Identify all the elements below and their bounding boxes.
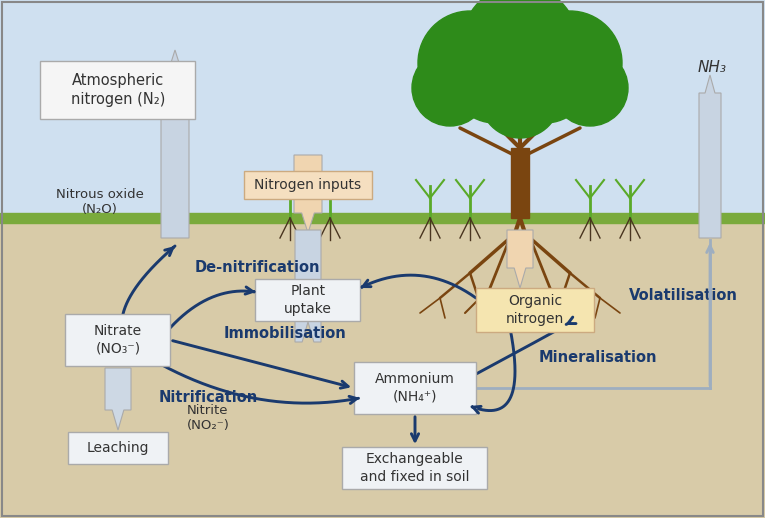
Circle shape <box>480 58 560 138</box>
FancyBboxPatch shape <box>68 432 168 464</box>
Circle shape <box>518 11 622 115</box>
FancyBboxPatch shape <box>66 314 171 366</box>
FancyBboxPatch shape <box>256 279 360 321</box>
Text: Plant
uptake: Plant uptake <box>284 284 332 315</box>
FancyBboxPatch shape <box>343 447 487 489</box>
Text: Nitrite
(NO₂⁻): Nitrite (NO₂⁻) <box>187 404 230 432</box>
Polygon shape <box>294 155 322 233</box>
Text: Exchangeable
and fixed in soil: Exchangeable and fixed in soil <box>360 452 470 484</box>
Polygon shape <box>105 368 131 430</box>
Text: Ammonium
(NH₄⁺): Ammonium (NH₄⁺) <box>375 372 455 404</box>
FancyBboxPatch shape <box>41 61 196 119</box>
Polygon shape <box>699 75 721 238</box>
Circle shape <box>412 50 488 126</box>
Circle shape <box>462 0 578 101</box>
FancyBboxPatch shape <box>354 362 476 414</box>
Text: De-nitrification: De-nitrification <box>195 261 321 276</box>
Bar <box>511 148 529 218</box>
Text: Organic
nitrogen: Organic nitrogen <box>506 294 564 326</box>
Polygon shape <box>161 50 189 238</box>
Text: Immobilisation: Immobilisation <box>223 325 347 340</box>
Text: Volatilisation: Volatilisation <box>629 287 737 303</box>
Bar <box>0 218 765 518</box>
Text: Nitrous oxide
(N₂O): Nitrous oxide (N₂O) <box>56 188 144 217</box>
FancyBboxPatch shape <box>244 171 372 199</box>
Circle shape <box>450 33 540 123</box>
Text: Nitrogen inputs: Nitrogen inputs <box>255 178 362 192</box>
Circle shape <box>500 33 590 123</box>
Text: NH₃: NH₃ <box>698 61 727 76</box>
Text: Leaching: Leaching <box>86 441 149 455</box>
Bar <box>0 213 765 223</box>
Bar <box>0 0 765 218</box>
FancyBboxPatch shape <box>476 288 594 332</box>
Text: Mineralisation: Mineralisation <box>539 351 657 366</box>
Text: Nitrate
(NO₃⁻): Nitrate (NO₃⁻) <box>94 324 142 356</box>
Polygon shape <box>295 230 321 342</box>
Polygon shape <box>507 230 533 288</box>
Text: Atmospheric
nitrogen (N₂): Atmospheric nitrogen (N₂) <box>71 73 165 107</box>
Circle shape <box>418 11 522 115</box>
Circle shape <box>552 50 628 126</box>
Text: Nitrification: Nitrification <box>158 391 258 406</box>
